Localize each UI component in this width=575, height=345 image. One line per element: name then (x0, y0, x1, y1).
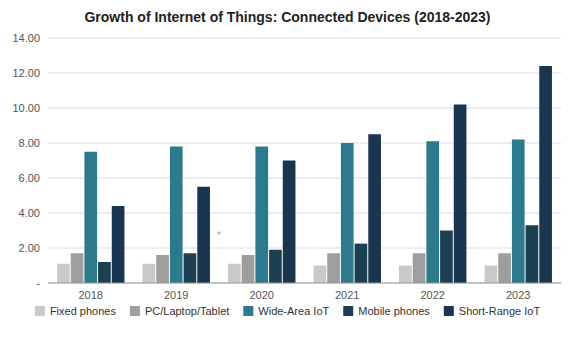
legend-item: Short-Range IoT (444, 305, 541, 317)
bar (498, 253, 511, 283)
y-tick-label: 8.00 (19, 137, 40, 149)
grid-line (48, 73, 561, 74)
grid (48, 38, 561, 283)
bar (112, 206, 125, 283)
bar (143, 264, 156, 283)
legend-item: Wide-Area IoT (243, 305, 329, 317)
y-tick-label: 4.00 (19, 207, 40, 219)
bar (539, 66, 552, 283)
legend: Fixed phones PC/Laptop/Tablet Wide-Area Io… (35, 305, 541, 317)
annotation: * (217, 229, 222, 241)
grid-line (48, 283, 561, 284)
y-tick-label: 2.00 (19, 242, 40, 254)
bar (440, 231, 453, 284)
bar (84, 152, 97, 283)
legend-swatch (35, 306, 45, 316)
x-tick-label: 2023 (506, 289, 530, 301)
x-tick-label: 2019 (164, 289, 188, 301)
legend-label: Fixed phones (50, 305, 117, 317)
bar (255, 147, 268, 284)
bar (368, 134, 381, 283)
y-tick-label: - (36, 277, 40, 289)
bar (57, 264, 70, 283)
title: Growth of Internet of Things: Connected … (84, 9, 490, 25)
y-tick-label: 12.00 (12, 67, 40, 79)
bar (341, 143, 354, 283)
legend-label: Short-Range IoT (459, 305, 541, 317)
x-tick-label: 2020 (250, 289, 274, 301)
bar (184, 253, 197, 283)
legend-item: Mobile phones (343, 305, 430, 317)
grid-line (48, 108, 561, 109)
bar (242, 255, 255, 283)
legend-item: Fixed phones (35, 305, 117, 317)
grid-line (48, 178, 561, 179)
legend-swatch (444, 306, 454, 316)
bar (454, 105, 467, 284)
y-tick-label: 10.00 (12, 102, 40, 114)
bar (327, 253, 340, 283)
bar (283, 161, 296, 284)
background (0, 0, 575, 345)
grid-line (48, 38, 561, 39)
bar (526, 225, 539, 283)
legend-swatch (343, 306, 353, 316)
bar (170, 147, 183, 284)
bar (228, 264, 241, 283)
grid-line (48, 213, 561, 214)
x-tick-label: 2018 (79, 289, 103, 301)
bar (399, 266, 412, 284)
grid-line (48, 143, 561, 144)
y-tick-label: 14.00 (12, 32, 40, 44)
chart: Growth of Internet of Things: Connected … (0, 0, 575, 345)
bar (156, 255, 169, 283)
bars (57, 66, 552, 283)
bar (197, 187, 210, 283)
bar (512, 140, 525, 284)
grid-line (48, 248, 561, 249)
legend-swatch (130, 306, 140, 316)
legend-label: Wide-Area IoT (258, 305, 329, 317)
bar (355, 244, 368, 283)
bar (269, 250, 282, 283)
x-axis-line (48, 283, 561, 284)
bar (71, 253, 84, 283)
bar (314, 266, 327, 284)
legend-swatch (243, 306, 253, 316)
x-tick-label: 2022 (421, 289, 445, 301)
bar (413, 253, 426, 283)
y-tick-label: 6.00 (19, 172, 40, 184)
legend-label: PC/Laptop/Tablet (145, 305, 229, 317)
bar (426, 141, 439, 283)
legend-label: Mobile phones (358, 305, 430, 317)
legend-item: PC/Laptop/Tablet (130, 305, 229, 317)
bar (485, 266, 498, 284)
x-tick-label: 2021 (335, 289, 359, 301)
bar (98, 262, 111, 283)
